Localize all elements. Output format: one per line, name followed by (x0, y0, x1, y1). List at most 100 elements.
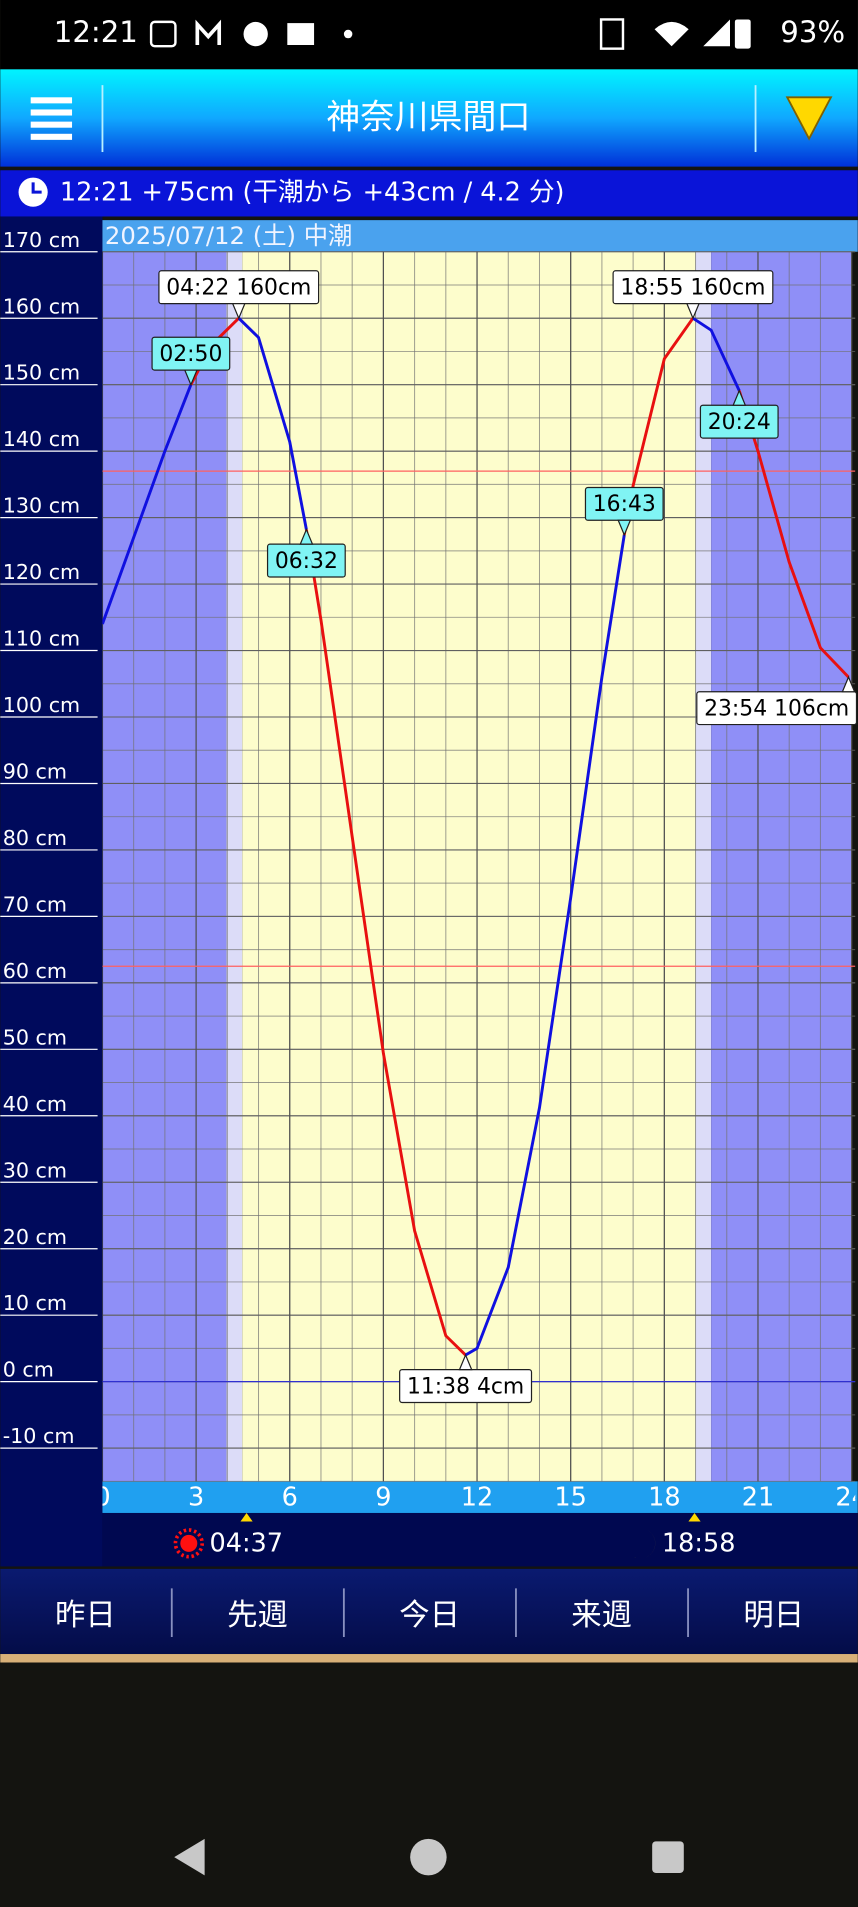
x-tick-label: 9 (375, 1482, 391, 1512)
day-night-band (226, 251, 243, 1482)
menu-line (30, 121, 73, 128)
home-button[interactable] (410, 1838, 447, 1876)
y-tick-label: 120 cm (3, 560, 80, 584)
y-tick-label: 90 cm (3, 760, 67, 784)
callout-label: 23:54 106cm (704, 696, 849, 721)
y-tick-label: 170 cm (3, 228, 80, 252)
x-tick-label: 24 (835, 1482, 858, 1512)
x-tick-label: 18 (648, 1482, 681, 1512)
plot: 0 3 6 9 12 15 18 21 24 (94, 251, 858, 1512)
nav-item[interactable]: 来週 (571, 1598, 632, 1633)
y-tick-label: 110 cm (3, 627, 80, 651)
callout-pointer (685, 303, 700, 320)
info-bar (0, 170, 858, 217)
y-tick-label: 10 cm (3, 1291, 67, 1315)
tide-line (464, 534, 626, 1357)
callout-label: 16:43 (593, 492, 656, 517)
callout-label: 02:50 (159, 342, 222, 367)
signal-icon (703, 19, 731, 47)
y-tick-label: 40 cm (3, 1092, 67, 1116)
x-tick-label: 3 (188, 1482, 204, 1512)
y-tick-label: 70 cm (3, 892, 67, 916)
tide-callout: 23:54 106cm (696, 675, 858, 726)
y-tick-label: -10 cm (3, 1424, 75, 1448)
y-tick-label: 140 cm (3, 427, 80, 451)
y-tick-label: 80 cm (3, 826, 67, 850)
callout-pointer (299, 527, 314, 545)
sunrise-label: 04:37 (209, 1529, 283, 1559)
day-night-band (242, 251, 696, 1482)
status-icon (243, 21, 268, 47)
nav-bar (0, 1568, 858, 1655)
nav-item[interactable]: 明日 (743, 1598, 804, 1633)
battery-icon (734, 19, 751, 49)
sun-rays (173, 1528, 205, 1559)
sun-icon (180, 1534, 198, 1552)
callout-label: 04:22 160cm (166, 275, 311, 300)
tide-callout: 04:22 160cm (158, 270, 320, 320)
status-icon (599, 18, 625, 50)
callout-label: 11:38 4cm (407, 1374, 524, 1399)
nav-border (0, 1654, 858, 1663)
tide-callout: 02:50 (151, 336, 231, 387)
info-text: 12:21 +75cm (干潮から +43cm / 4.2 分) (60, 177, 565, 207)
sunset-label: 18:58 (662, 1529, 736, 1559)
nav-item[interactable]: 昨日 (55, 1598, 116, 1633)
tide-callout: 16:43 (584, 486, 664, 537)
callout-label: 20:24 (708, 410, 771, 435)
x-tick-label: 6 (282, 1482, 298, 1512)
app-header (0, 69, 858, 167)
day-night-band (711, 251, 852, 1482)
status-time: 12:21 (54, 15, 138, 49)
y-tick-label: 150 cm (3, 361, 80, 385)
date-band (102, 220, 858, 252)
y-tick-label: 100 cm (3, 693, 80, 717)
sun-panel (102, 1512, 858, 1567)
back-button[interactable] (174, 1838, 205, 1876)
tide-callout: 20:24 (699, 389, 779, 439)
x-tick-label: 21 (742, 1482, 775, 1512)
callout-label: 06:32 (275, 549, 338, 574)
tide-callout: 06:32 (266, 527, 346, 578)
nav-item[interactable]: 先週 (227, 1598, 288, 1633)
recents-button[interactable] (652, 1841, 684, 1873)
status-icon (343, 29, 353, 39)
y-tick-label: 50 cm (3, 1025, 67, 1049)
filter-button[interactable] (785, 96, 833, 141)
tide-line (237, 317, 308, 530)
status-icon (149, 20, 177, 48)
menu-line (30, 109, 73, 116)
menu-line (30, 97, 73, 104)
callout-label: 18:55 160cm (620, 275, 765, 300)
callout-pointer (617, 519, 632, 537)
status-battery: 93% (780, 15, 845, 49)
callout-pointer (458, 1353, 473, 1371)
day-night-band (695, 251, 712, 1482)
tide-line (102, 384, 193, 625)
y-tick-label: 0 cm (3, 1358, 54, 1382)
menu-line (30, 133, 73, 140)
nav-items: 昨日 先週 今日 来週 明日 (55, 1588, 804, 1638)
tide-line (692, 316, 741, 392)
chart-date: 2025/07/12 (土) 中潮 (105, 221, 353, 250)
callout-pointer (183, 369, 198, 387)
y-axis-panel (0, 216, 103, 1567)
status-icon (195, 19, 222, 45)
x-tick-label: 12 (461, 1482, 494, 1512)
callout-pointer (841, 675, 856, 693)
y-tick-label: 130 cm (3, 494, 80, 518)
sunrise-marker (240, 1512, 253, 1522)
tide-line (304, 529, 467, 1357)
header-title: 神奈川県間口 (326, 98, 530, 138)
clock-hand (31, 182, 42, 194)
y-tick-label: 30 cm (3, 1158, 67, 1182)
tide-callout: 11:38 4cm (399, 1353, 533, 1404)
y-tick-label: 160 cm (3, 294, 80, 318)
nav-item[interactable]: 今日 (399, 1598, 460, 1633)
wifi-icon (654, 21, 689, 47)
x-tick-label: 15 (554, 1482, 587, 1512)
menu-button[interactable] (30, 97, 73, 140)
x-tick-label: 0 (94, 1482, 110, 1512)
